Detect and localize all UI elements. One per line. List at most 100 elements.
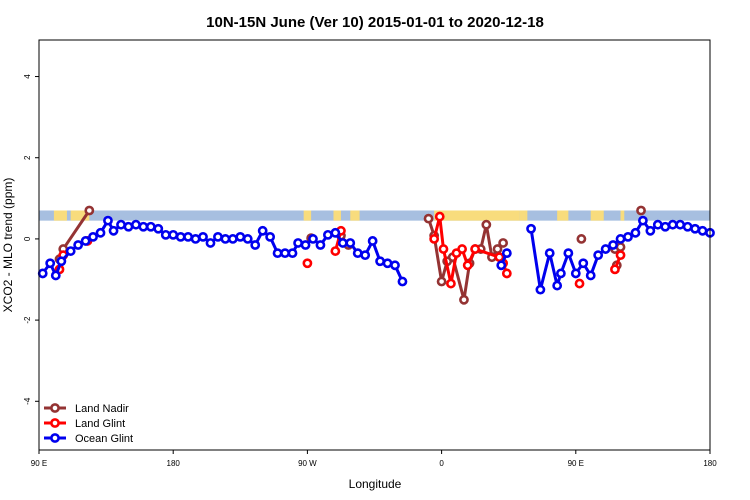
land-segment-4 bbox=[350, 210, 360, 221]
ocean-glint-point-40 bbox=[330, 227, 341, 238]
ocean-glint-point-65 bbox=[623, 231, 633, 242]
ocean-glint-point-58 bbox=[570, 268, 581, 279]
ocean-glint-point-42 bbox=[345, 238, 356, 248]
ocean-glint-point-14 bbox=[138, 221, 149, 232]
ocean-glint-point-4 bbox=[65, 246, 76, 256]
ocean-glint-point-71 bbox=[667, 219, 678, 230]
ocean-glint-point-61 bbox=[593, 250, 604, 261]
land-segment-10 bbox=[620, 210, 625, 221]
ocean-glint-point-34 bbox=[287, 248, 298, 259]
land-ocean-band bbox=[39, 210, 710, 221]
chart-title: 10N-15N June (Ver 10) 2015-01-01 to 2020… bbox=[206, 14, 544, 31]
ocean-glint-point-52 bbox=[526, 223, 536, 234]
ocean-glint-point-64 bbox=[615, 234, 626, 244]
ocean-glint-point-33 bbox=[280, 248, 290, 259]
y-tick-label-1: -2 bbox=[23, 316, 32, 324]
ocean-glint-point-28 bbox=[242, 234, 253, 244]
ocean-glint-point-39 bbox=[323, 229, 333, 240]
ocean-glint-point-70 bbox=[660, 221, 671, 232]
ocean-glint-point-13 bbox=[131, 219, 141, 230]
y-tick-label-4: 4 bbox=[23, 74, 32, 79]
ocean-glint-point-48 bbox=[390, 260, 400, 271]
ocean-glint-point-36 bbox=[300, 240, 311, 250]
land-segment-0 bbox=[53, 210, 67, 221]
ocean-glint-point-23 bbox=[205, 238, 216, 248]
land-nadir-point-2 bbox=[84, 205, 95, 216]
ocean-glint-point-43 bbox=[352, 248, 363, 259]
y-tick-label-2: 0 bbox=[23, 236, 32, 241]
land-nadir-point-8 bbox=[436, 276, 447, 287]
x-tick-label-2: 90 W bbox=[298, 459, 317, 468]
ocean-glint-point-55 bbox=[552, 280, 563, 291]
ocean-glint-point-68 bbox=[645, 225, 656, 236]
ocean-glint-point-57 bbox=[563, 248, 574, 259]
ocean-glint-point-1 bbox=[45, 258, 56, 269]
y-tick-label-3: 2 bbox=[23, 155, 32, 160]
legend-swatch-marker bbox=[50, 433, 60, 443]
ocean-glint-point-19 bbox=[175, 231, 186, 242]
land-glint-point-12 bbox=[462, 260, 473, 271]
legend-label: Ocean Glint bbox=[75, 433, 133, 445]
ocean-glint-point-17 bbox=[160, 229, 171, 240]
legend-label: Land Glint bbox=[75, 418, 125, 430]
ocean-glint-point-27 bbox=[235, 231, 246, 242]
land-segment-5 bbox=[434, 210, 520, 221]
ocean-glint-point-21 bbox=[190, 234, 201, 244]
ocean-glint-point-60 bbox=[585, 270, 596, 281]
land-segment-3 bbox=[333, 210, 341, 221]
axis-ticks: 90 E 180 90 W 0 90 E 180 -4 -2 0 2 4 bbox=[23, 74, 717, 468]
x-tick-label-3: 0 bbox=[439, 459, 444, 468]
land-glint-point-9 bbox=[446, 278, 456, 289]
ocean-glint-point-5 bbox=[73, 240, 84, 250]
ocean-glint-point-24 bbox=[213, 231, 223, 242]
land-nadir-point-23 bbox=[636, 205, 646, 216]
ocean-glint-point-10 bbox=[108, 225, 119, 236]
ocean-glint-point-16 bbox=[153, 223, 164, 234]
ocean-band bbox=[39, 210, 710, 221]
land-segment-2 bbox=[303, 210, 312, 221]
ocean-glint-point-67 bbox=[638, 215, 648, 226]
land-nadir-point-6 bbox=[423, 213, 434, 224]
ocean-glint-point-32 bbox=[272, 248, 283, 259]
ocean-glint-point-7 bbox=[88, 231, 98, 242]
land-segment-1 bbox=[70, 210, 90, 221]
land-glint-point-8 bbox=[438, 244, 449, 254]
ocean-glint-point-44 bbox=[360, 250, 371, 261]
ocean-glint-point-72 bbox=[675, 219, 686, 230]
land-segment-8 bbox=[557, 210, 569, 221]
x-tick-label-5: 180 bbox=[703, 459, 717, 468]
ocean-glint-point-51 bbox=[501, 248, 512, 259]
ocean-glint-point-66 bbox=[630, 227, 641, 238]
x-tick-label-0: 90 E bbox=[31, 459, 47, 468]
legend-label: Land Nadir bbox=[75, 403, 129, 415]
legend-item-land-nadir: Land Nadir bbox=[44, 403, 129, 415]
x-tick-label-4: 90 E bbox=[568, 459, 584, 468]
land-nadir-point-18 bbox=[498, 238, 509, 248]
ocean-glint-point-49 bbox=[397, 276, 408, 287]
ocean-glint-point-3 bbox=[56, 256, 67, 267]
ocean-glint-point-18 bbox=[168, 229, 179, 240]
ocean-glint-point-29 bbox=[250, 240, 261, 250]
ocean-glint-point-50 bbox=[496, 260, 507, 271]
ocean-glint-point-15 bbox=[145, 221, 156, 232]
ocean-glint-point-9 bbox=[103, 215, 113, 226]
series-group bbox=[37, 205, 715, 305]
ocean-glint-point-47 bbox=[382, 258, 393, 269]
land-nadir-point-19 bbox=[576, 234, 587, 244]
ocean-glint-point-75 bbox=[697, 225, 708, 236]
ocean-glint-point-22 bbox=[198, 231, 208, 242]
ocean-glint-point-31 bbox=[265, 231, 276, 242]
land-glint-point-17 bbox=[574, 278, 585, 289]
ocean-glint-point-12 bbox=[123, 221, 134, 232]
ocean-glint-point-41 bbox=[337, 238, 348, 248]
plot-frame bbox=[38, 39, 711, 451]
land-nadir-point-11 bbox=[459, 294, 469, 305]
ocean-glint-point-45 bbox=[367, 236, 378, 246]
ocean-glint-point-25 bbox=[220, 234, 231, 244]
ocean-glint-point-26 bbox=[227, 234, 238, 244]
series-ocean-glint bbox=[37, 215, 715, 295]
ocean-glint-point-37 bbox=[308, 234, 318, 244]
ocean-glint-point-6 bbox=[80, 236, 91, 246]
land-glint-point-13 bbox=[470, 244, 481, 254]
